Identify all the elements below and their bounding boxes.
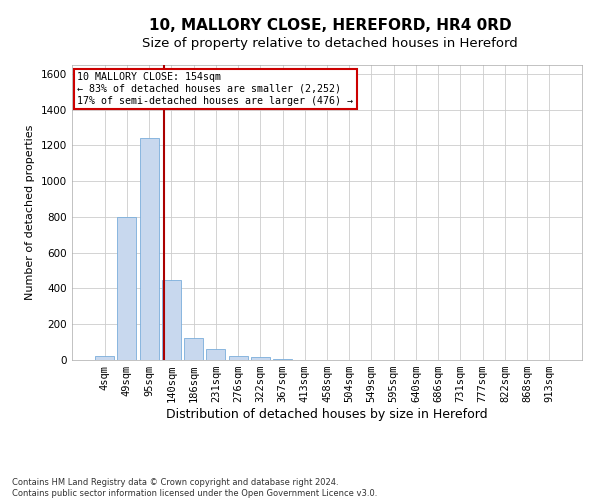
Bar [251,358,270,360]
Text: 10, MALLORY CLOSE, HEREFORD, HR4 0RD: 10, MALLORY CLOSE, HEREFORD, HR4 0RD [149,18,511,32]
Bar [206,350,225,360]
Text: Size of property relative to detached houses in Hereford: Size of property relative to detached ho… [142,38,518,51]
Bar [162,280,181,360]
Bar [95,356,114,360]
Bar [140,138,158,360]
Text: Contains HM Land Registry data © Crown copyright and database right 2024.
Contai: Contains HM Land Registry data © Crown c… [12,478,377,498]
Bar [273,359,292,360]
Bar [229,356,248,360]
Bar [118,217,136,360]
Y-axis label: Number of detached properties: Number of detached properties [25,125,35,300]
Text: 10 MALLORY CLOSE: 154sqm
← 83% of detached houses are smaller (2,252)
17% of sem: 10 MALLORY CLOSE: 154sqm ← 83% of detach… [77,72,353,106]
X-axis label: Distribution of detached houses by size in Hereford: Distribution of detached houses by size … [166,408,488,421]
Bar [184,338,203,360]
